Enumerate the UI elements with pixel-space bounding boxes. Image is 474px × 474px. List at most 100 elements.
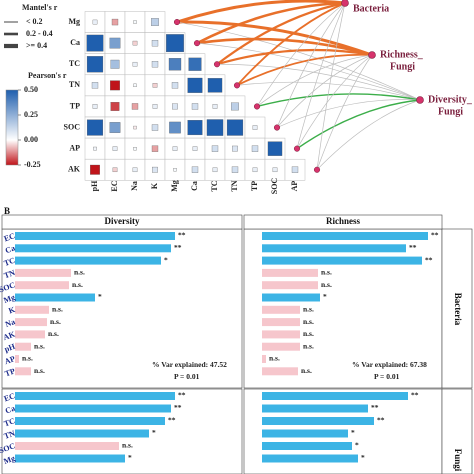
panel-header: Richness	[326, 216, 361, 226]
significance: *	[164, 255, 168, 264]
column-label: SOC	[270, 178, 279, 195]
row-label: TC	[69, 59, 80, 68]
cell	[192, 146, 198, 151]
bar	[262, 268, 318, 277]
cell	[188, 57, 202, 71]
column-label: K	[150, 182, 159, 189]
legend-title: Mantel's r	[22, 3, 58, 12]
category-label: TP	[4, 366, 17, 378]
cell	[187, 120, 203, 136]
target-label: Fungi	[390, 61, 415, 72]
bar	[262, 293, 320, 302]
target-label: Richness_	[380, 49, 424, 60]
cell	[110, 59, 120, 69]
node	[193, 40, 201, 47]
significance: n.s.	[321, 268, 332, 277]
cell	[133, 146, 137, 151]
mantel-link	[256, 54, 373, 107]
significance: n.s.	[269, 354, 280, 363]
significance: n.s.	[74, 268, 85, 277]
bar	[262, 318, 300, 327]
category-label: TN	[3, 429, 17, 441]
cell	[86, 119, 104, 136]
cell	[92, 19, 98, 25]
significance: **	[371, 403, 379, 412]
significance: n.s.	[303, 341, 314, 350]
cell	[112, 146, 118, 151]
category-label: TC	[3, 416, 17, 428]
significance: n.s.	[50, 317, 61, 326]
mantel-link	[256, 93, 421, 108]
cell	[187, 77, 203, 93]
mantel-link	[176, 0, 346, 24]
significance: n.s.	[303, 329, 314, 338]
cell	[252, 167, 258, 173]
cell	[109, 37, 121, 49]
legend-label: < 0.2	[26, 17, 43, 26]
category-label: EC	[3, 231, 17, 243]
row-label: TP	[70, 101, 80, 110]
target-label: Fungi	[438, 106, 463, 117]
bar	[262, 429, 348, 438]
bar	[262, 404, 368, 413]
cell	[152, 83, 158, 88]
bar	[262, 392, 408, 400]
panel-frame	[1, 388, 243, 474]
mantel-link	[216, 48, 373, 66]
bar	[15, 318, 47, 327]
category-label: SOC	[0, 280, 17, 294]
mantel-link	[196, 42, 421, 101]
category-label: AP	[3, 354, 16, 366]
bar	[15, 442, 119, 450]
category-label: AK	[2, 329, 17, 342]
panel-label: B	[4, 206, 10, 216]
bar	[262, 342, 300, 351]
bar	[262, 256, 422, 265]
significance: n.s.	[48, 329, 59, 338]
cell	[152, 166, 158, 173]
significance: n.s.	[303, 305, 314, 314]
target-label: Diversity_	[428, 94, 473, 105]
significance: *	[361, 453, 365, 462]
cell	[207, 78, 223, 93]
mantel-link	[296, 54, 373, 149]
mantel-link	[276, 54, 373, 128]
node	[253, 103, 261, 110]
bar	[262, 281, 318, 290]
strip	[441, 228, 473, 389]
significance: n.s.	[303, 317, 314, 326]
p-value: P = 0.01	[374, 372, 400, 381]
significance: n.s.	[122, 441, 133, 450]
target-node	[341, 0, 349, 7]
row-label: Mg	[68, 17, 80, 26]
bar	[15, 429, 149, 438]
significance: **	[377, 416, 385, 425]
cell	[252, 125, 258, 130]
mantel-links	[176, 0, 421, 170]
category-label: Mg	[2, 454, 16, 466]
bar	[15, 454, 125, 463]
column-label: pH	[90, 180, 99, 191]
mantel-link	[276, 99, 421, 128]
bar	[262, 305, 300, 314]
cell	[133, 20, 137, 24]
bar	[15, 305, 49, 314]
colorbar-label: 0.50	[24, 85, 38, 94]
colorbar-title: Pearson's r	[28, 71, 67, 80]
strip-label: Bacteria	[453, 293, 463, 326]
bar	[15, 293, 95, 302]
cell	[151, 124, 159, 131]
strip	[441, 388, 473, 474]
significance: n.s.	[34, 366, 45, 375]
category-label: pH	[3, 342, 17, 354]
cell	[267, 141, 283, 156]
mantel-link	[236, 81, 421, 101]
cell	[212, 104, 218, 109]
var-explained: % Var explained: 67.38	[352, 360, 427, 369]
significance: n.s.	[72, 280, 83, 289]
node	[233, 82, 241, 89]
cell	[109, 122, 121, 133]
significance: *	[98, 292, 102, 301]
colorbar	[5, 89, 19, 166]
significance: **	[168, 416, 176, 425]
